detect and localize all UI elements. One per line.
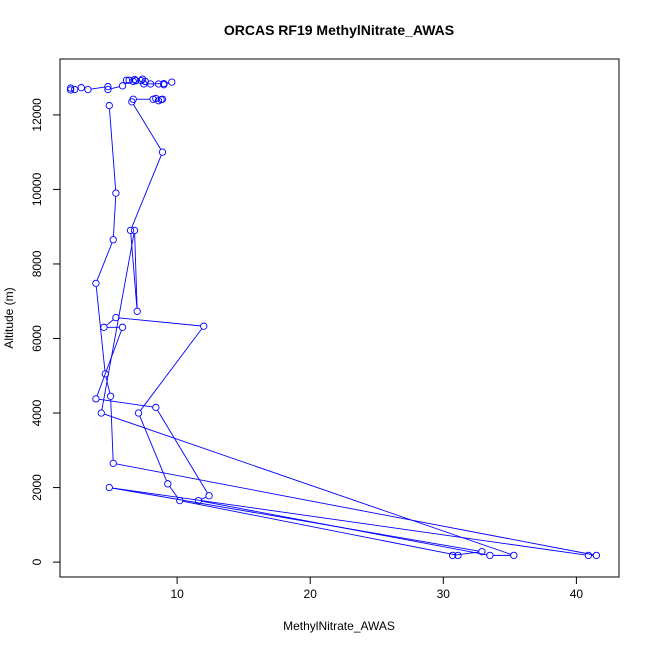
data-point: [448, 551, 457, 560]
series-segment: [111, 86, 120, 90]
data-point: [137, 76, 145, 85]
data-point: [160, 79, 168, 88]
series-segment: [119, 317, 201, 327]
series-segment: [140, 328, 203, 411]
series-segment: [109, 108, 117, 190]
data-point: [109, 459, 117, 467]
series-segment: [130, 233, 138, 308]
data-point: [176, 496, 184, 505]
y-tick-label: 0: [30, 558, 44, 565]
data-point: [158, 95, 167, 103]
data-point: [106, 392, 115, 400]
data-point: [130, 226, 139, 235]
data-point: [164, 480, 172, 488]
data-point: [104, 82, 112, 91]
series-segment: [96, 242, 113, 281]
data-point: [101, 370, 109, 378]
series-segment: [183, 500, 455, 556]
y-tick-label: 4000: [30, 399, 44, 426]
series-segment: [112, 196, 117, 237]
series-segment: [106, 319, 114, 326]
y-tick-label: 10000: [30, 172, 44, 206]
data-point: [154, 80, 163, 88]
series-segment: [99, 398, 153, 408]
series-segment: [112, 487, 586, 556]
x-axis: 10 20 30 40: [170, 576, 584, 601]
x-axis-label: MethylNitrate_AWAS: [283, 619, 395, 633]
data-point: [126, 226, 135, 235]
series-segment: [91, 86, 105, 90]
data-point: [105, 101, 113, 110]
series-segment: [105, 377, 111, 394]
series-segment: [133, 104, 162, 150]
x-tick-label: 20: [304, 587, 318, 601]
data-point: [104, 85, 112, 94]
y-tick-label: 6000: [30, 325, 44, 352]
series-segment: [96, 330, 122, 396]
data-point: [584, 551, 593, 560]
data-point: [592, 551, 601, 560]
plot-border: [59, 58, 620, 578]
data-point: [454, 551, 462, 560]
series-segment: [131, 155, 162, 228]
data-point: [118, 323, 127, 331]
series-segment: [134, 233, 138, 308]
y-axis-label: Altitude (m): [2, 287, 16, 348]
data-point: [112, 313, 120, 322]
data-point: [77, 84, 85, 92]
series-segment: [112, 487, 479, 552]
data-point: [109, 236, 117, 244]
data-point: [97, 409, 105, 417]
data-point: [152, 403, 160, 412]
data-point: [134, 409, 143, 417]
series-segment: [139, 415, 167, 481]
data-point: [132, 76, 140, 85]
series-segment: [201, 496, 207, 500]
data-point: [205, 492, 213, 500]
x-tick-label: 40: [570, 587, 584, 601]
data-point: [129, 95, 137, 103]
data-point: [168, 78, 176, 86]
data-point: [84, 85, 92, 94]
data-series: [66, 75, 176, 94]
data-point: [92, 395, 100, 403]
data-point: [486, 551, 494, 560]
series-layer: [66, 75, 601, 560]
series-segment: [169, 486, 179, 499]
data-point: [510, 551, 518, 560]
y-axis: 0 2000 4000 6000 8000 10000 12000: [30, 98, 61, 565]
data-point: [478, 548, 486, 556]
series-segment: [157, 410, 208, 494]
series-segment: [110, 399, 114, 460]
data-point: [100, 323, 108, 331]
data-point: [66, 86, 75, 94]
series-segment: [101, 233, 135, 410]
x-tick-label: 30: [437, 587, 451, 601]
series-segment: [116, 463, 594, 556]
series-segment: [201, 500, 487, 556]
data-point: [66, 84, 75, 92]
data-point: [92, 279, 100, 287]
data-point: [105, 483, 113, 492]
data-point: [112, 189, 120, 197]
y-tick-label: 12000: [30, 98, 44, 132]
data-series: [92, 94, 601, 560]
y-tick-label: 8000: [30, 250, 44, 277]
series-segment: [104, 413, 511, 555]
data-point: [133, 307, 141, 315]
data-point: [158, 148, 167, 156]
data-point: [194, 496, 203, 505]
data-point: [200, 322, 208, 330]
y-tick-label: 2000: [30, 474, 44, 501]
data-point: [118, 82, 127, 90]
chart-title: ORCAS RF19 MethylNitrate_AWAS: [224, 22, 454, 38]
data-point: [70, 85, 79, 94]
x-tick-label: 10: [170, 587, 184, 601]
